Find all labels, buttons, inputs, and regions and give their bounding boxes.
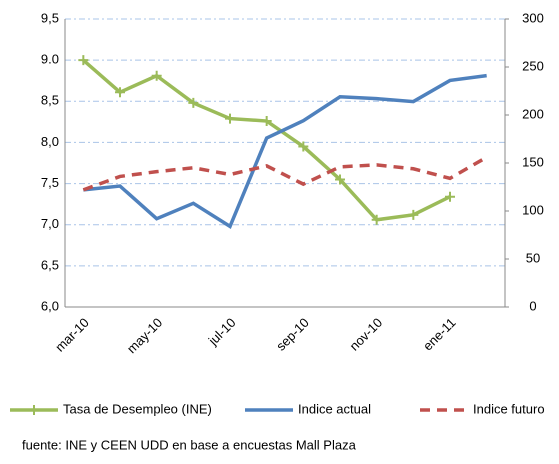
y-tick-label: 6,0 xyxy=(41,298,59,313)
x-tick-label: nov-10 xyxy=(347,315,386,354)
point-marker xyxy=(188,97,199,108)
y-tick-label: 9,5 xyxy=(41,10,59,25)
legend-label: Indice futuro xyxy=(473,401,545,416)
y2-tick-label: 150 xyxy=(522,154,544,169)
y-tick-label: 7,0 xyxy=(41,216,59,231)
point-marker xyxy=(78,55,89,66)
legend-marker xyxy=(29,405,39,415)
y2-tick-label: 50 xyxy=(526,250,540,265)
legend-label: Tasa de Desempleo (INE) xyxy=(63,401,212,416)
x-tick-label: may-10 xyxy=(124,315,165,356)
point-marker xyxy=(371,214,382,225)
point-marker xyxy=(408,209,419,220)
series-line xyxy=(82,155,488,192)
point-marker xyxy=(115,87,125,98)
x-tick-label: ene-11 xyxy=(420,315,459,354)
point-marker xyxy=(335,174,345,185)
y2-tick-label: 250 xyxy=(522,58,544,73)
source-note: fuente: INE y CEEN UDD en base a encuest… xyxy=(22,437,357,452)
y2-tick-label: 0 xyxy=(529,298,536,313)
y2-tick-label: 300 xyxy=(522,10,544,25)
y-tick-label: 9.0 xyxy=(41,52,59,67)
x-tick-label: jul-10 xyxy=(205,315,239,349)
point-marker xyxy=(445,191,455,202)
x-tick-label: mar-10 xyxy=(52,315,92,355)
y-tick-label: 6,5 xyxy=(41,257,59,272)
point-marker xyxy=(298,141,309,152)
y-tick-label: 7,5 xyxy=(41,175,59,190)
point-marker xyxy=(225,113,235,124)
x-tick-label: sep-10 xyxy=(273,315,312,354)
point-marker xyxy=(151,70,162,81)
y2-tick-label: 100 xyxy=(522,202,544,217)
y-tick-label: 8,0 xyxy=(41,134,59,149)
y-tick-label: 8,5 xyxy=(41,93,59,108)
legend-label: Indice actual xyxy=(298,401,371,416)
point-marker xyxy=(261,116,272,127)
y2-tick-label: 200 xyxy=(522,106,544,121)
series-line xyxy=(83,73,487,229)
